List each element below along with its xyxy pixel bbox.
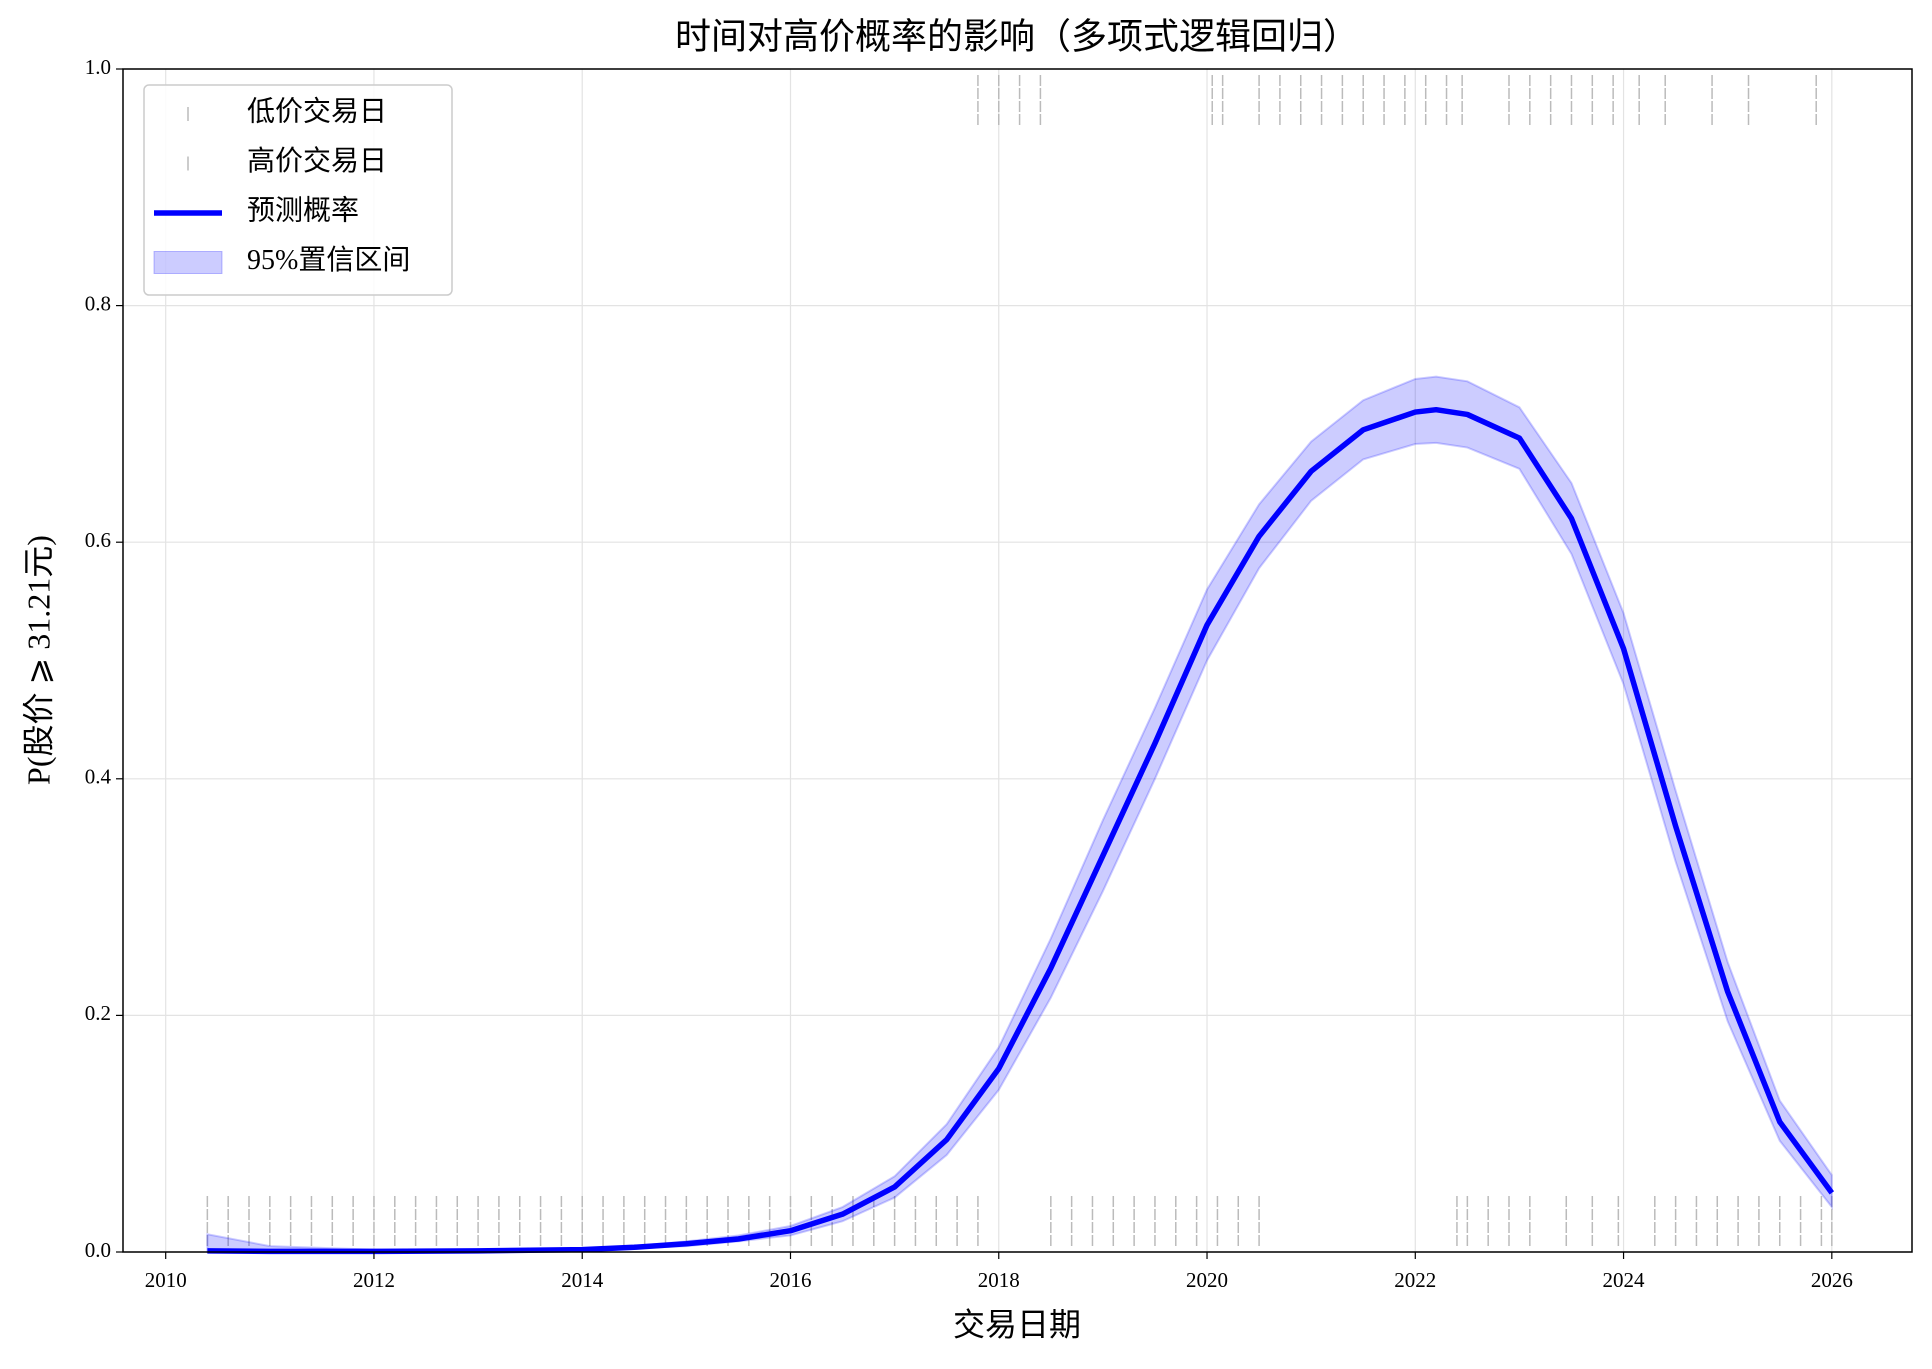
y-tick-label: 0.8 [85, 291, 111, 315]
x-tick-label: 2020 [1186, 1268, 1228, 1292]
ticks: 2010 2012 2014 2016 2018 2020 2022 2024 2026 0.0 0… [85, 55, 1853, 1292]
legend-label: 低价交易日 [247, 95, 387, 127]
axes-frame [122, 68, 1913, 1253]
x-axis-label: 交易日期 [953, 1306, 1081, 1342]
probability-line [207, 406, 1835, 1255]
legend-label: 高价交易日 [247, 145, 387, 177]
y-tick-label: 0.2 [85, 1001, 111, 1025]
y-tick-label: 0.6 [85, 528, 111, 552]
x-tick-label: 2016 [769, 1268, 811, 1292]
y-axis-label: P(股价 ⩾ 31.21元) [20, 535, 56, 785]
legend-label: 预测概率 [247, 194, 359, 226]
x-tick-label: 2012 [353, 1268, 395, 1292]
x-tick-label: 2024 [1603, 1268, 1646, 1292]
plot-area [206, 75, 1835, 1255]
confidence-band [206, 375, 1833, 1253]
x-tick-label: 2022 [1394, 1268, 1436, 1292]
y-tick-label: 0.0 [85, 1238, 111, 1262]
legend-box [143, 84, 453, 296]
y-tick-label: 1.0 [85, 55, 111, 79]
x-tick-label: 2026 [1811, 1268, 1853, 1292]
legend-marker [153, 251, 223, 274]
x-tick-label: 2010 [145, 1268, 187, 1292]
x-tick-label: 2018 [978, 1268, 1020, 1292]
y-tick-label: 0.4 [85, 765, 112, 789]
legend-label: 95%置信区间 [247, 244, 410, 276]
x-tick-label: 2014 [561, 1268, 604, 1292]
chart-title: 时间对高价概率的影响（多项式逻辑回归） [675, 16, 1359, 56]
